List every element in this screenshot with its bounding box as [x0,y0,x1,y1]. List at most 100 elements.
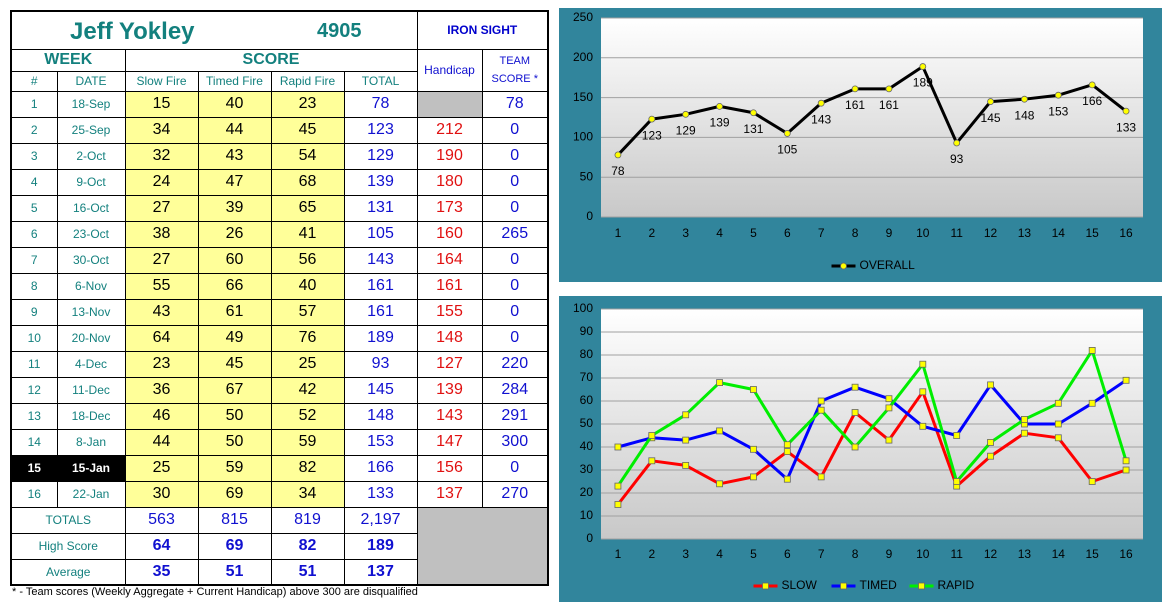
table-row: 10 20-Nov 64 49 76 189 148 0 [10,324,549,352]
table-row: 16 22-Jan 30 69 34 133 137 270 [10,480,549,508]
marker [783,475,791,483]
group-header: SCORE [124,48,418,72]
table-cell: 46 [124,402,199,430]
table-cell: 65 [270,194,345,222]
table-cell: 139 [416,376,483,404]
table-cell: 265 [481,220,549,248]
shooter-id: 4905 [317,20,362,42]
marker [987,452,994,460]
x-tick-label: 6 [784,226,791,240]
plot-area [601,18,1143,217]
column-header: Rapid Fire [270,70,345,92]
x-tick-label: 10 [916,547,930,561]
table-cell: 139 [343,168,418,196]
table-cell: 131 [343,194,418,222]
table-cell: 16-Oct [56,194,126,222]
table-cell: 133 [343,480,418,508]
data-label: 139 [710,116,730,130]
table-cell: 0 [481,142,549,170]
table-cell: 0 [481,454,549,482]
x-tick-label: 16 [1119,226,1133,240]
table-cell: 50 [197,402,272,430]
table-cell: 0 [481,116,549,144]
table-cell: 24 [124,168,199,196]
marker [1088,347,1096,354]
table-cell: 69 [197,532,272,560]
marker [716,480,723,488]
table-cell: 15 [124,90,199,118]
table-cell: 4-Dec [56,350,126,378]
data-label: 133 [1116,120,1136,134]
x-tick-label: 4 [716,547,723,561]
marker [648,115,656,123]
table-cell: Average [10,558,126,586]
marker [1122,457,1130,465]
table-cell: 129 [343,142,418,170]
table-cell: 54 [270,142,345,170]
data-label: 161 [845,98,865,112]
column-header: Slow Fire [124,70,199,92]
marker [750,473,757,481]
series-line [617,379,1127,481]
x-tick-label: 3 [682,547,689,561]
marker [716,102,723,110]
table-cell: 56 [270,246,345,274]
marker [1088,81,1096,89]
table-cell: 30 [124,480,199,508]
data-label: 148 [1014,108,1034,122]
marker [851,383,859,391]
y-tick-label: 60 [580,393,594,407]
table-cell: 161 [343,272,418,300]
table-cell: 137 [416,480,483,508]
table-row: 4 9-Oct 24 47 68 139 180 0 [10,168,549,196]
marker [614,151,622,159]
x-tick-label: 13 [1018,226,1032,240]
table-cell: 16 [10,480,58,508]
table-cell: 13-Nov [56,298,126,326]
table-cell: 0 [481,168,549,196]
marker [716,427,723,435]
marker [750,386,757,393]
table-cell: 161 [343,298,418,326]
marker [885,404,893,412]
data-label: 129 [676,123,696,137]
table-row: 2 25-Sep 34 44 45 123 212 0 [10,116,549,144]
table-cell: 82 [270,532,345,560]
data-label: 131 [743,122,763,136]
marker [851,85,859,93]
table-cell: 7 [10,246,58,274]
data-label: 105 [777,143,797,157]
data-label: 161 [879,98,899,112]
table-cell: 0 [481,298,549,326]
x-tick-label: 4 [716,226,723,240]
table-cell: 161 [416,272,483,300]
table-cell: 220 [481,350,549,378]
marker [1054,420,1062,428]
table-cell: 51 [197,558,272,586]
table-cell: 45 [197,350,272,378]
table-cell: 8 [10,272,58,300]
marker [885,85,893,93]
table-cell: 11-Dec [56,376,126,404]
table-cell: 51 [270,558,345,586]
marker [1054,399,1062,407]
data-label: 93 [950,152,964,166]
table-cell: 9-Oct [56,168,126,196]
table-cell: 1 [10,90,58,118]
table-cell: 49 [197,324,272,352]
marker [817,406,825,414]
table-row: 7 30-Oct 27 60 56 143 164 0 [10,246,549,274]
x-tick-label: 6 [784,547,791,561]
marker [817,99,825,107]
table-cell: 147 [416,428,483,456]
summary-row: High Score 64 69 82 189 [10,532,548,560]
table-cell: 166 [343,454,418,482]
marker [885,436,893,444]
y-tick-label: 90 [580,324,594,338]
y-tick-label: 50 [580,169,594,183]
table-cell: 39 [197,194,272,222]
y-tick-label: 100 [573,130,593,144]
table-body: Jeff Yokley 4905 IRON SIGHT WEEK SCORE H… [10,10,549,586]
